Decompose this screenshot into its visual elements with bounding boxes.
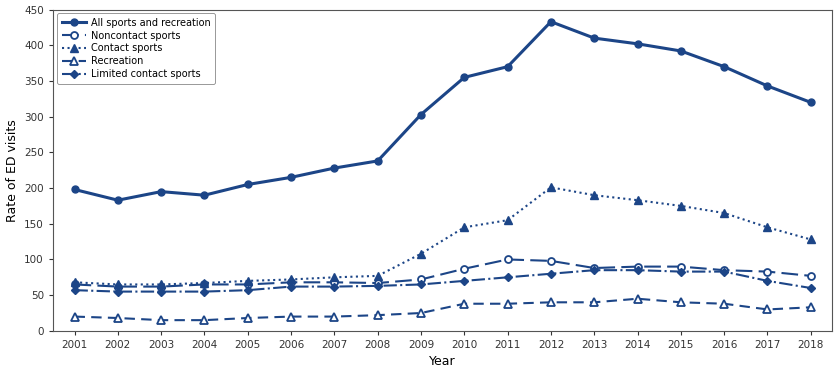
Y-axis label: Rate of ED visits: Rate of ED visits <box>6 119 18 221</box>
X-axis label: Year: Year <box>429 355 456 368</box>
Legend: All sports and recreation, Noncontact sports, Contact sports, Recreation, Limite: All sports and recreation, Noncontact sp… <box>57 13 215 84</box>
